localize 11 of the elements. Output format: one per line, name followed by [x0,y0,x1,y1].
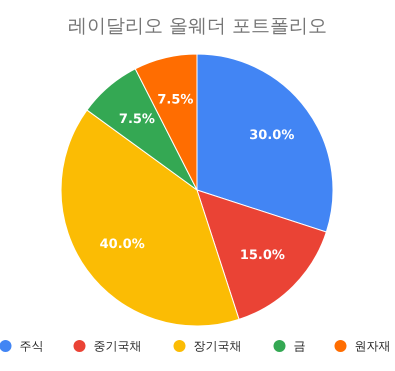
legend-label: 원자재 [354,339,390,353]
data-label: 7.5% [118,112,155,128]
legend-label: 장기국채 [194,339,242,353]
data-label: 15.0% [240,248,285,263]
legend-label: 주식 [20,339,44,353]
chart-title: 레이달리오 올웨더 포트폴리오 [68,15,328,37]
data-label: 40.0% [100,236,145,252]
data-label: 7.5% [157,92,194,108]
legend-label: 중기국채 [94,339,142,353]
data-label: 30.0% [249,128,294,144]
legend-label: 금 [294,339,306,353]
